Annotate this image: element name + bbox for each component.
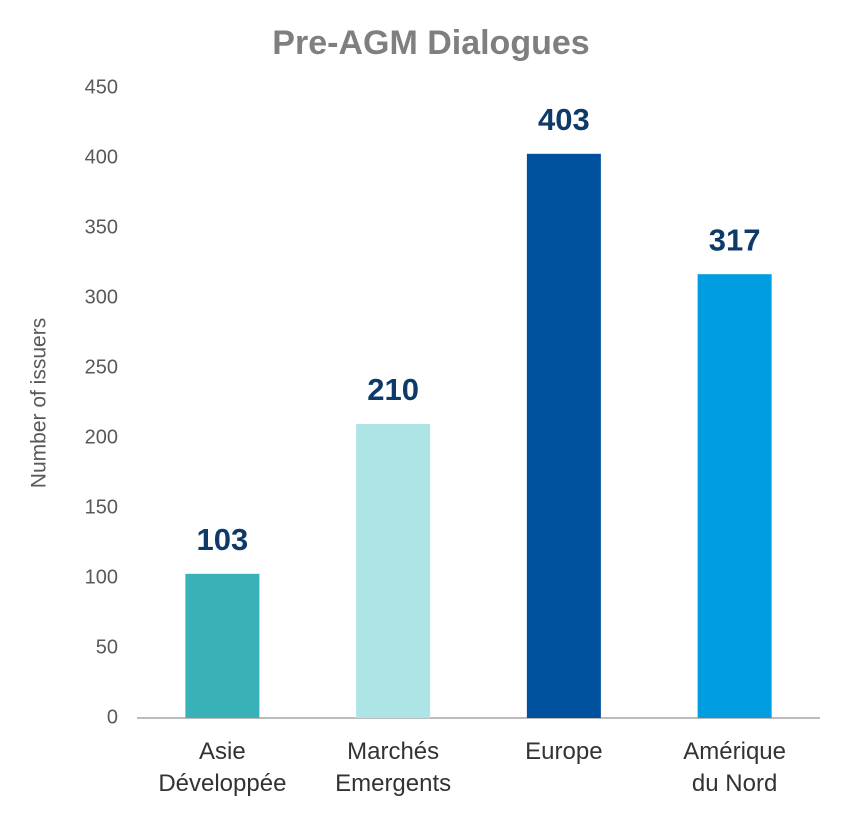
data-label: 317 — [709, 222, 761, 257]
data-label: 403 — [538, 102, 590, 137]
x-tick-label: Amérique du Nord — [683, 738, 786, 797]
y-tick-label: 250 — [85, 356, 118, 378]
bar — [697, 274, 772, 718]
y-tick-label: 200 — [85, 426, 118, 448]
bar — [526, 153, 601, 719]
data-label: 210 — [367, 372, 419, 407]
x-tick-label: Europe — [525, 738, 602, 765]
y-tick-label: 300 — [85, 286, 118, 308]
y-tick-label: 400 — [85, 146, 118, 168]
y-axis-title: Number of issuers — [28, 318, 51, 488]
y-tick-label: 350 — [85, 216, 118, 238]
y-tick-label: 150 — [85, 496, 118, 518]
y-tick-label: 450 — [85, 76, 118, 98]
y-tick-label: 0 — [107, 706, 118, 728]
y-tick-label: 50 — [96, 636, 118, 658]
y-tick-label: 100 — [85, 566, 118, 588]
x-tick-label: Asie Développée — [158, 738, 286, 797]
bar — [356, 424, 431, 718]
chart-title: Pre-AGM Dialogues — [272, 24, 589, 62]
data-label: 103 — [197, 522, 249, 557]
bar — [185, 573, 260, 718]
x-tick-label: Marchés Emergents — [335, 738, 451, 797]
